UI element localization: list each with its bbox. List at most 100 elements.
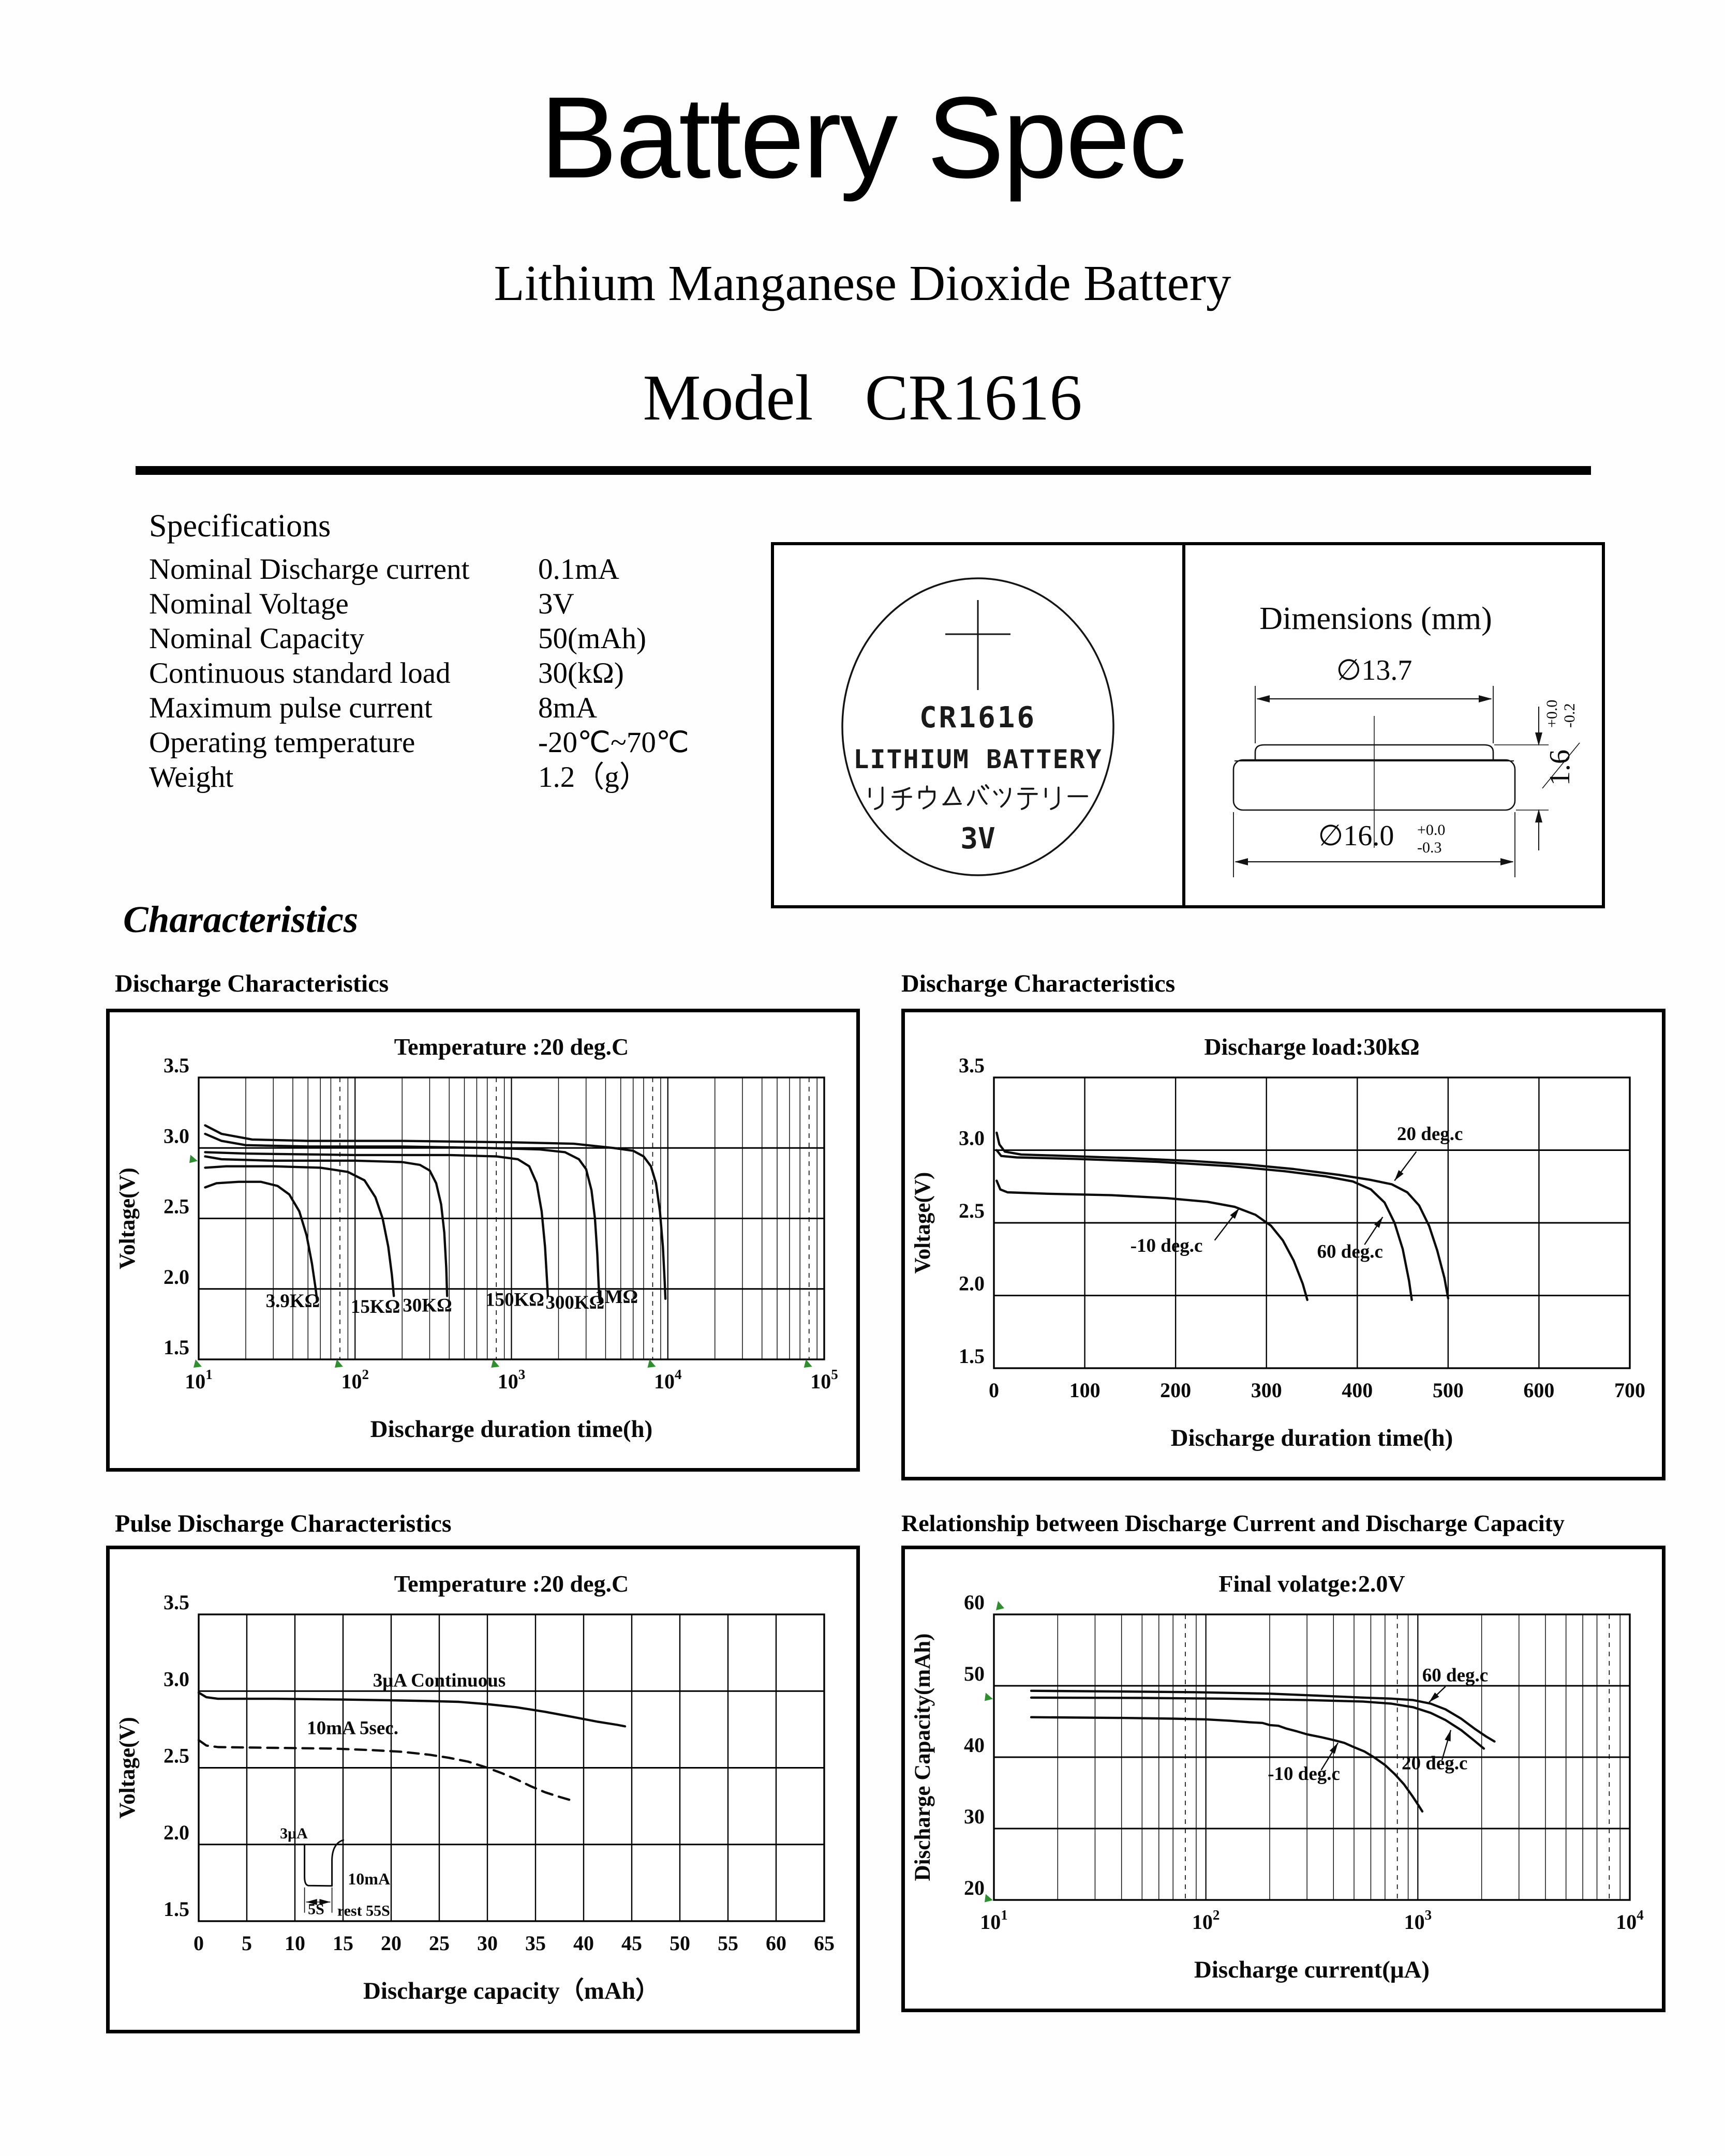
series-curve [204, 1124, 667, 1300]
specifications-heading: Specifications [149, 508, 331, 544]
x-tick-label: 104 [1616, 1907, 1644, 1934]
battery-top-view-cell: CR1616 LITHIUM BATTERY 3V [774, 545, 1185, 905]
artifact-marker [996, 1601, 1004, 1610]
series-label: 1MΩ [595, 1286, 638, 1308]
series-curve [1030, 1696, 1485, 1750]
battery-face-kana [869, 784, 1089, 811]
y-tick-label: 2.5 [163, 1744, 189, 1768]
x-tick-label: 700 [1614, 1379, 1645, 1402]
spec-row: Maximum pulse current 8mA [149, 691, 689, 725]
spec-row: Nominal Voltage 3V [149, 587, 689, 621]
battery-face-type: LITHIUM BATTERY [853, 744, 1103, 774]
y-tick-label: 1.5 [163, 1336, 189, 1359]
artifact-marker [189, 1155, 198, 1163]
inset-rest-label: rest 55S [337, 1903, 390, 1920]
y-tick-label: 30 [964, 1805, 985, 1828]
chart-inner-title: Temperature :20 deg.C [394, 1570, 629, 1597]
plot-frame [198, 1076, 825, 1360]
height-tol-plus: +0.0 [1543, 700, 1560, 728]
x-tick-label: 0 [194, 1932, 204, 1955]
bottom-diameter-tol-minus: -0.3 [1417, 839, 1442, 856]
x-tick-label: 105 [810, 1367, 838, 1393]
chart3-box: 3.5 3.0 2.5 2.0 1.5 0 5 10 15 20 25 30 35 40 45 50 55 60 6… [106, 1546, 860, 2033]
x-tick-label: 65 [814, 1932, 835, 1955]
arrowhead [1500, 858, 1514, 865]
plot-frame [993, 1613, 1631, 1901]
series-label: 20 deg.c [1397, 1124, 1463, 1145]
y-tick-label: 2.0 [163, 1265, 189, 1289]
discharge-characteristics-temp-chart: 3.5 3.0 2.5 2.0 1.50 100 200 300 400 500 600 700 Dis… [911, 1034, 1645, 1451]
spec-value: 8mA [538, 692, 597, 724]
battery-dimensions-cell: Dimensions (mm) ∅13.7 [1185, 545, 1602, 905]
model-value: CR1616 [865, 362, 1082, 434]
chart4-heading: Relationship between Discharge Current a… [901, 1510, 1565, 1536]
battery-face-model: CR1616 [919, 701, 1036, 735]
series-label: 60 deg.c [1422, 1665, 1488, 1686]
x-axis-title: Discharge duration time(h) [370, 1416, 653, 1443]
x-tick-label: 103 [498, 1367, 526, 1393]
series-label: 150KΩ [485, 1289, 544, 1310]
series-curve [204, 1165, 395, 1297]
arrowhead [1235, 858, 1248, 865]
series-label: 30KΩ [403, 1295, 452, 1316]
series-curve [995, 1149, 1413, 1301]
spec-label: Weight [149, 761, 234, 793]
arrowhead [1535, 809, 1542, 822]
y-tick-label: 2.5 [959, 1199, 985, 1222]
y-axis-title: Voltage(V) [115, 1717, 140, 1819]
current-vs-capacity-chart: 60 50 40 30 20 101 102 103 104 Final volatge:2.0V… [911, 1570, 1644, 1983]
discharge-characteristics-log-chart: 3.5 3.0 2.5 2.0 1.5 101 102 103 104 105 Temperatur… [115, 1034, 838, 1443]
y-axis-title: Voltage(V) [115, 1167, 140, 1269]
spec-label: Continuous standard load [149, 657, 451, 690]
chart3-heading: Pulse Discharge Characteristics [115, 1510, 452, 1537]
arrowhead [306, 1899, 317, 1905]
page-title: Battery Spec [540, 73, 1186, 202]
arrowhead [1535, 732, 1542, 746]
x-tick-label: 40 [573, 1932, 594, 1955]
spec-label: Operating temperature [149, 726, 415, 759]
x-tick-label: 60 [766, 1932, 786, 1955]
height-label: 1.6 [1544, 750, 1576, 786]
specifications-table: Nominal Discharge current 0.1mA Nominal Vo… [149, 552, 689, 795]
x-tick-label: 20 [381, 1932, 401, 1955]
spec-label: Maximum pulse current [149, 692, 433, 724]
x-tick-label: 101 [185, 1367, 213, 1393]
characteristics-heading: Characteristics [123, 899, 359, 940]
chart1-heading: Discharge Characteristics [115, 970, 389, 997]
x-tick-label: 500 [1433, 1379, 1464, 1402]
artifact-marker [985, 1693, 993, 1701]
chart1-box: 3.5 3.0 2.5 2.0 1.5 101 102 103 104 105 Temperatur… [106, 1009, 860, 1472]
y-tick-label: 1.5 [959, 1344, 985, 1368]
artifact-marker [491, 1359, 500, 1368]
battery-side-profile [1232, 716, 1516, 848]
series-label: -10 deg.c [1268, 1763, 1340, 1785]
y-tick-label: 50 [964, 1662, 985, 1685]
model-line: Model CR1616 [0, 361, 1725, 436]
x-tick-label: 101 [980, 1907, 1008, 1934]
series-label: 3.9KΩ [266, 1291, 320, 1312]
x-tick-label: 103 [1404, 1907, 1432, 1934]
arrowhead [1374, 1217, 1383, 1228]
x-tick-label: 102 [1192, 1907, 1220, 1934]
y-tick-label: 60 [964, 1591, 985, 1614]
height-tol-minus: -0.2 [1561, 703, 1578, 728]
arrowhead [1256, 695, 1270, 702]
y-tick-label: 3.0 [959, 1127, 985, 1150]
spec-row: Continuous standard load 30(kΩ) [149, 656, 689, 691]
arrowhead [1230, 1208, 1240, 1219]
battery-dimensions-drawing: Dimensions (mm) ∅13.7 [1232, 601, 1580, 877]
x-tick-label: 0 [989, 1379, 999, 1402]
x-tick-label: 35 [525, 1932, 546, 1955]
x-tick-label: 102 [341, 1367, 369, 1393]
x-tick-label: 10 [285, 1932, 305, 1955]
spec-value: -20℃~70℃ [538, 726, 689, 759]
x-tick-label: 600 [1523, 1379, 1554, 1402]
battery-outline [841, 577, 1114, 876]
series-curve [1030, 1689, 1496, 1743]
leader-line [1542, 742, 1580, 789]
arrowhead [1394, 1170, 1404, 1181]
chart2-heading: Discharge Characteristics [901, 970, 1176, 997]
y-tick-label: 3.5 [959, 1054, 985, 1077]
x-tick-label: 200 [1160, 1379, 1191, 1402]
chart-inner-title: Temperature :20 deg.C [394, 1034, 629, 1060]
